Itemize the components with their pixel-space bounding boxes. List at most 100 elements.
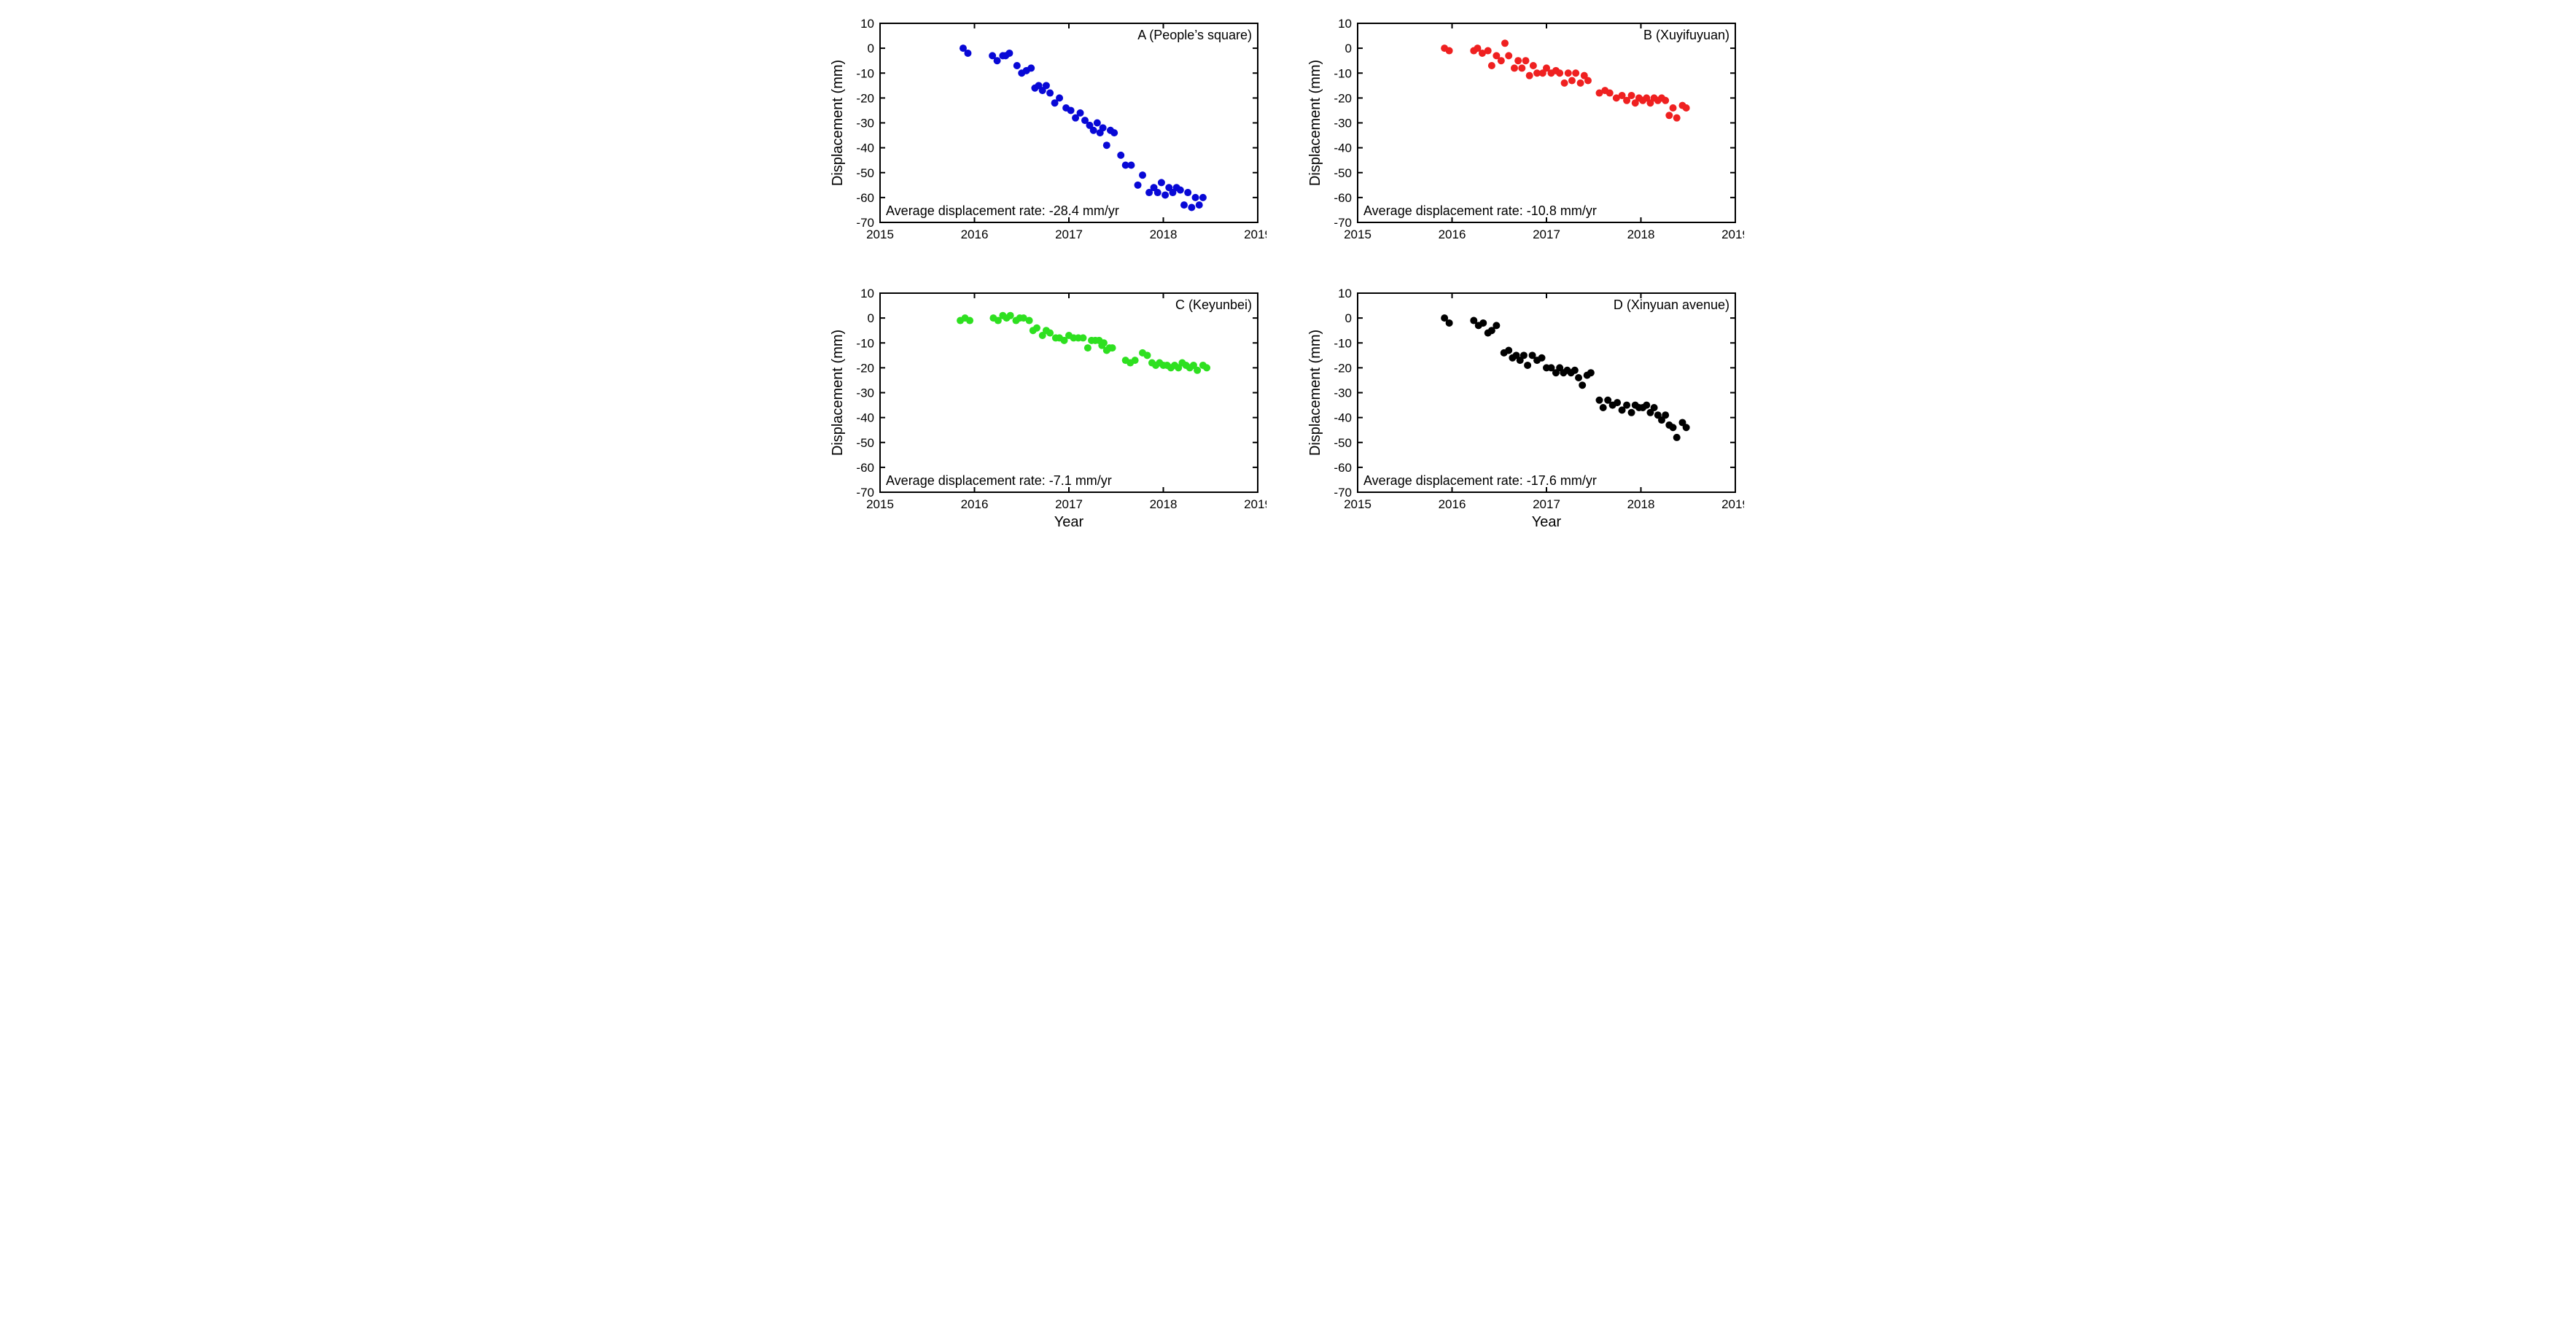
ytick-label: -50 xyxy=(1334,166,1352,180)
data-point xyxy=(1614,399,1621,406)
panel-A: 20152016201720182019-70-60-50-40-30-20-1… xyxy=(829,15,1266,263)
data-point xyxy=(993,57,1000,64)
ytick-label: -60 xyxy=(856,461,874,475)
ytick-label: -60 xyxy=(856,191,874,205)
data-point xyxy=(1518,64,1525,71)
data-point xyxy=(1576,79,1584,87)
data-point xyxy=(1519,351,1527,359)
data-point xyxy=(1117,152,1124,159)
data-point xyxy=(1484,47,1491,55)
ytick-label: -70 xyxy=(1334,486,1352,500)
xlabel: Year xyxy=(1531,514,1561,530)
data-point xyxy=(1497,57,1504,64)
ytick-label: -50 xyxy=(1334,436,1352,450)
ytick-label: -60 xyxy=(1334,191,1352,205)
data-point xyxy=(964,50,971,57)
data-point xyxy=(1572,69,1579,77)
data-point xyxy=(1180,201,1187,209)
ytick-label: 10 xyxy=(1338,17,1352,31)
ytick-label: -50 xyxy=(856,166,874,180)
ytick-label: -30 xyxy=(856,386,874,400)
ytick-label: 0 xyxy=(867,42,873,55)
ylabel: Displacement (mm) xyxy=(1307,60,1323,186)
data-point xyxy=(1013,62,1020,69)
ytick-label: 10 xyxy=(860,17,874,31)
data-point xyxy=(1134,182,1141,189)
data-point xyxy=(966,317,973,324)
ytick-label: -40 xyxy=(1334,141,1352,155)
data-point xyxy=(1662,411,1669,419)
xtick-label: 2018 xyxy=(1149,228,1177,241)
data-point xyxy=(1099,124,1106,131)
xtick-label: 2016 xyxy=(960,228,988,241)
data-point xyxy=(1505,346,1512,354)
data-point xyxy=(1522,57,1529,64)
data-point xyxy=(1005,50,1013,57)
data-point xyxy=(1067,106,1074,114)
data-point xyxy=(1669,424,1676,431)
ytick-label: -70 xyxy=(856,216,874,230)
xtick-label: 2018 xyxy=(1627,497,1654,511)
panel-wrapper-D: 20152016201720182019-70-60-50-40-30-20-1… xyxy=(1307,284,1748,532)
data-point xyxy=(1665,112,1673,119)
ytick-label: -10 xyxy=(1334,66,1352,80)
data-point xyxy=(1025,317,1032,324)
data-point xyxy=(1102,141,1110,149)
data-point xyxy=(1538,354,1545,362)
data-point xyxy=(1161,191,1169,198)
data-point xyxy=(1599,404,1606,411)
ytick-label: -20 xyxy=(1334,91,1352,105)
xtick-label: 2017 xyxy=(1533,497,1560,511)
data-point xyxy=(1514,57,1522,64)
panel-D: 20152016201720182019-70-60-50-40-30-20-1… xyxy=(1307,284,1744,532)
ytick-label: -50 xyxy=(856,436,874,450)
data-point xyxy=(1524,362,1531,369)
data-point xyxy=(1595,397,1603,404)
plot-bg xyxy=(1358,23,1735,222)
xtick-label: 2018 xyxy=(1149,497,1177,511)
data-point xyxy=(1525,72,1533,79)
chart-grid: 20152016201720182019-70-60-50-40-30-20-1… xyxy=(829,15,1748,532)
data-point xyxy=(1487,62,1495,69)
data-point xyxy=(1650,404,1657,411)
data-point xyxy=(1127,162,1135,169)
data-point xyxy=(1157,179,1164,186)
data-point xyxy=(1176,187,1183,194)
ylabel: Displacement (mm) xyxy=(830,330,846,456)
data-point xyxy=(1479,319,1487,327)
data-point xyxy=(1006,312,1013,319)
ytick-label: -70 xyxy=(1334,216,1352,230)
ytick-label: -70 xyxy=(856,486,874,500)
ytick-label: -20 xyxy=(856,361,874,375)
xtick-label: 2019 xyxy=(1244,497,1266,511)
data-point xyxy=(1627,409,1635,416)
data-point xyxy=(1153,189,1161,196)
xtick-label: 2019 xyxy=(1721,497,1744,511)
panel-title: B (Xuyifuyuan) xyxy=(1643,28,1729,42)
data-point xyxy=(1501,39,1509,47)
panel-wrapper-B: 20152016201720182019-70-60-50-40-30-20-1… xyxy=(1307,15,1748,263)
plot-bg xyxy=(880,293,1258,492)
data-point xyxy=(1143,351,1151,359)
xtick-label: 2017 xyxy=(1533,228,1560,241)
ytick-label: 10 xyxy=(860,287,874,300)
data-point xyxy=(1027,64,1035,71)
data-point xyxy=(1529,62,1536,69)
panel-wrapper-C: 20152016201720182019-70-60-50-40-30-20-1… xyxy=(829,284,1270,532)
xlabel: Year xyxy=(1054,514,1083,530)
data-point xyxy=(1560,79,1568,87)
data-point xyxy=(1584,77,1591,84)
rate-label: Average displacement rate: -28.4 mm/yr xyxy=(886,203,1119,218)
data-point xyxy=(1046,330,1054,337)
xtick-label: 2017 xyxy=(1055,228,1083,241)
ytick-label: 0 xyxy=(1345,311,1351,325)
xtick-label: 2016 xyxy=(960,497,988,511)
data-point xyxy=(1203,364,1210,371)
ytick-label: -40 xyxy=(856,411,874,425)
data-point xyxy=(1587,369,1594,376)
panel-wrapper-A: 20152016201720182019-70-60-50-40-30-20-1… xyxy=(829,15,1270,263)
data-point xyxy=(1110,129,1118,136)
data-point xyxy=(1139,171,1146,179)
panel-title: A (People’s square) xyxy=(1137,28,1252,42)
ytick-label: -30 xyxy=(1334,117,1352,131)
